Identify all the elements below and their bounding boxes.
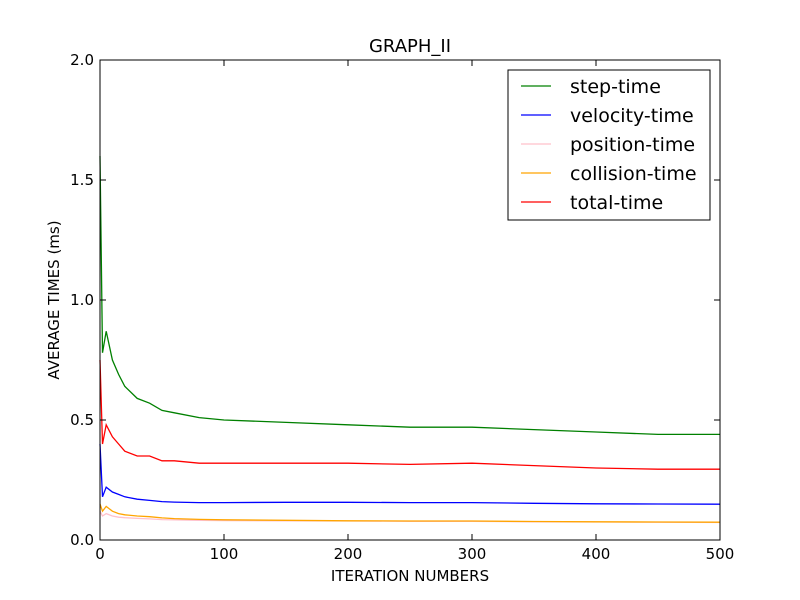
series-line-step-time xyxy=(99,155,720,436)
legend-label-collision-time: collision-time xyxy=(570,163,697,185)
x-tick-label: 500 xyxy=(706,545,735,563)
x-tick-label: 300 xyxy=(458,545,487,563)
y-tick-label: 2.0 xyxy=(70,51,94,69)
legend-label-position-time: position-time xyxy=(570,134,695,156)
chart-title: GRAPH_II xyxy=(369,36,451,57)
series-line-collision-time xyxy=(99,503,721,523)
legend: step-time velocity-time position-time colli… xyxy=(507,69,711,221)
series-line-total-time xyxy=(99,359,720,470)
x-tick-label: 400 xyxy=(582,545,611,563)
x-axis: 0 100 200 300 400 500 xyxy=(95,60,734,563)
series-line-velocity-time xyxy=(99,443,721,505)
x-tick-label: 100 xyxy=(210,545,239,563)
legend-frame xyxy=(507,69,711,221)
legend-label-velocity-time: velocity-time xyxy=(570,105,694,127)
y-tick-label: 0.5 xyxy=(70,411,94,429)
y-axis-title: AVERAGE TIMES (ms) xyxy=(45,220,63,379)
y-axis: 0.0 0.5 1.0 1.5 2.0 xyxy=(70,51,720,549)
legend-label-step-time: step-time xyxy=(570,76,661,98)
x-axis-title: ITERATION NUMBERS xyxy=(331,567,489,585)
legend-label-total-time: total-time xyxy=(570,192,663,214)
y-tick-label: 1.0 xyxy=(70,291,94,309)
series-layer xyxy=(99,155,721,524)
y-tick-label: 0.0 xyxy=(70,531,94,549)
y-tick-label: 1.5 xyxy=(70,171,94,189)
x-tick-label: 0 xyxy=(95,545,105,563)
x-tick-label: 200 xyxy=(334,545,363,563)
